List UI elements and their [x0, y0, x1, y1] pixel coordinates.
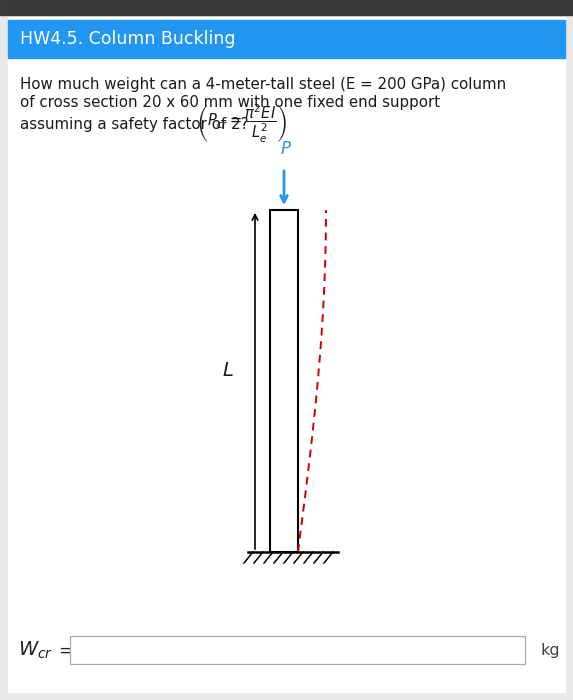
Text: L: L: [222, 361, 233, 381]
Text: kg: kg: [540, 643, 560, 657]
Text: of cross section 20 x 60 mm with one fixed end support: of cross section 20 x 60 mm with one fix…: [20, 95, 440, 111]
Bar: [270, 210, 298, 552]
Text: How much weight can a 4-meter-tall steel (E = 200 GPa) column: How much weight can a 4-meter-tall steel…: [20, 78, 507, 92]
Text: assuming a safety factor of 2?: assuming a safety factor of 2?: [20, 116, 249, 132]
Text: $=$: $=$: [55, 641, 74, 659]
Text: $W_{cr}$: $W_{cr}$: [18, 639, 53, 661]
Bar: [8, 20, 565, 58]
Text: P: P: [281, 140, 291, 158]
Text: HW4.5. Column Buckling: HW4.5. Column Buckling: [20, 30, 236, 48]
Bar: [0, 0, 573, 15]
Text: $\left(P_{cr}=\dfrac{\pi^2 EI}{L_e^2}\right)$: $\left(P_{cr}=\dfrac{\pi^2 EI}{L_e^2}\ri…: [196, 103, 287, 145]
Bar: [70, 636, 525, 664]
